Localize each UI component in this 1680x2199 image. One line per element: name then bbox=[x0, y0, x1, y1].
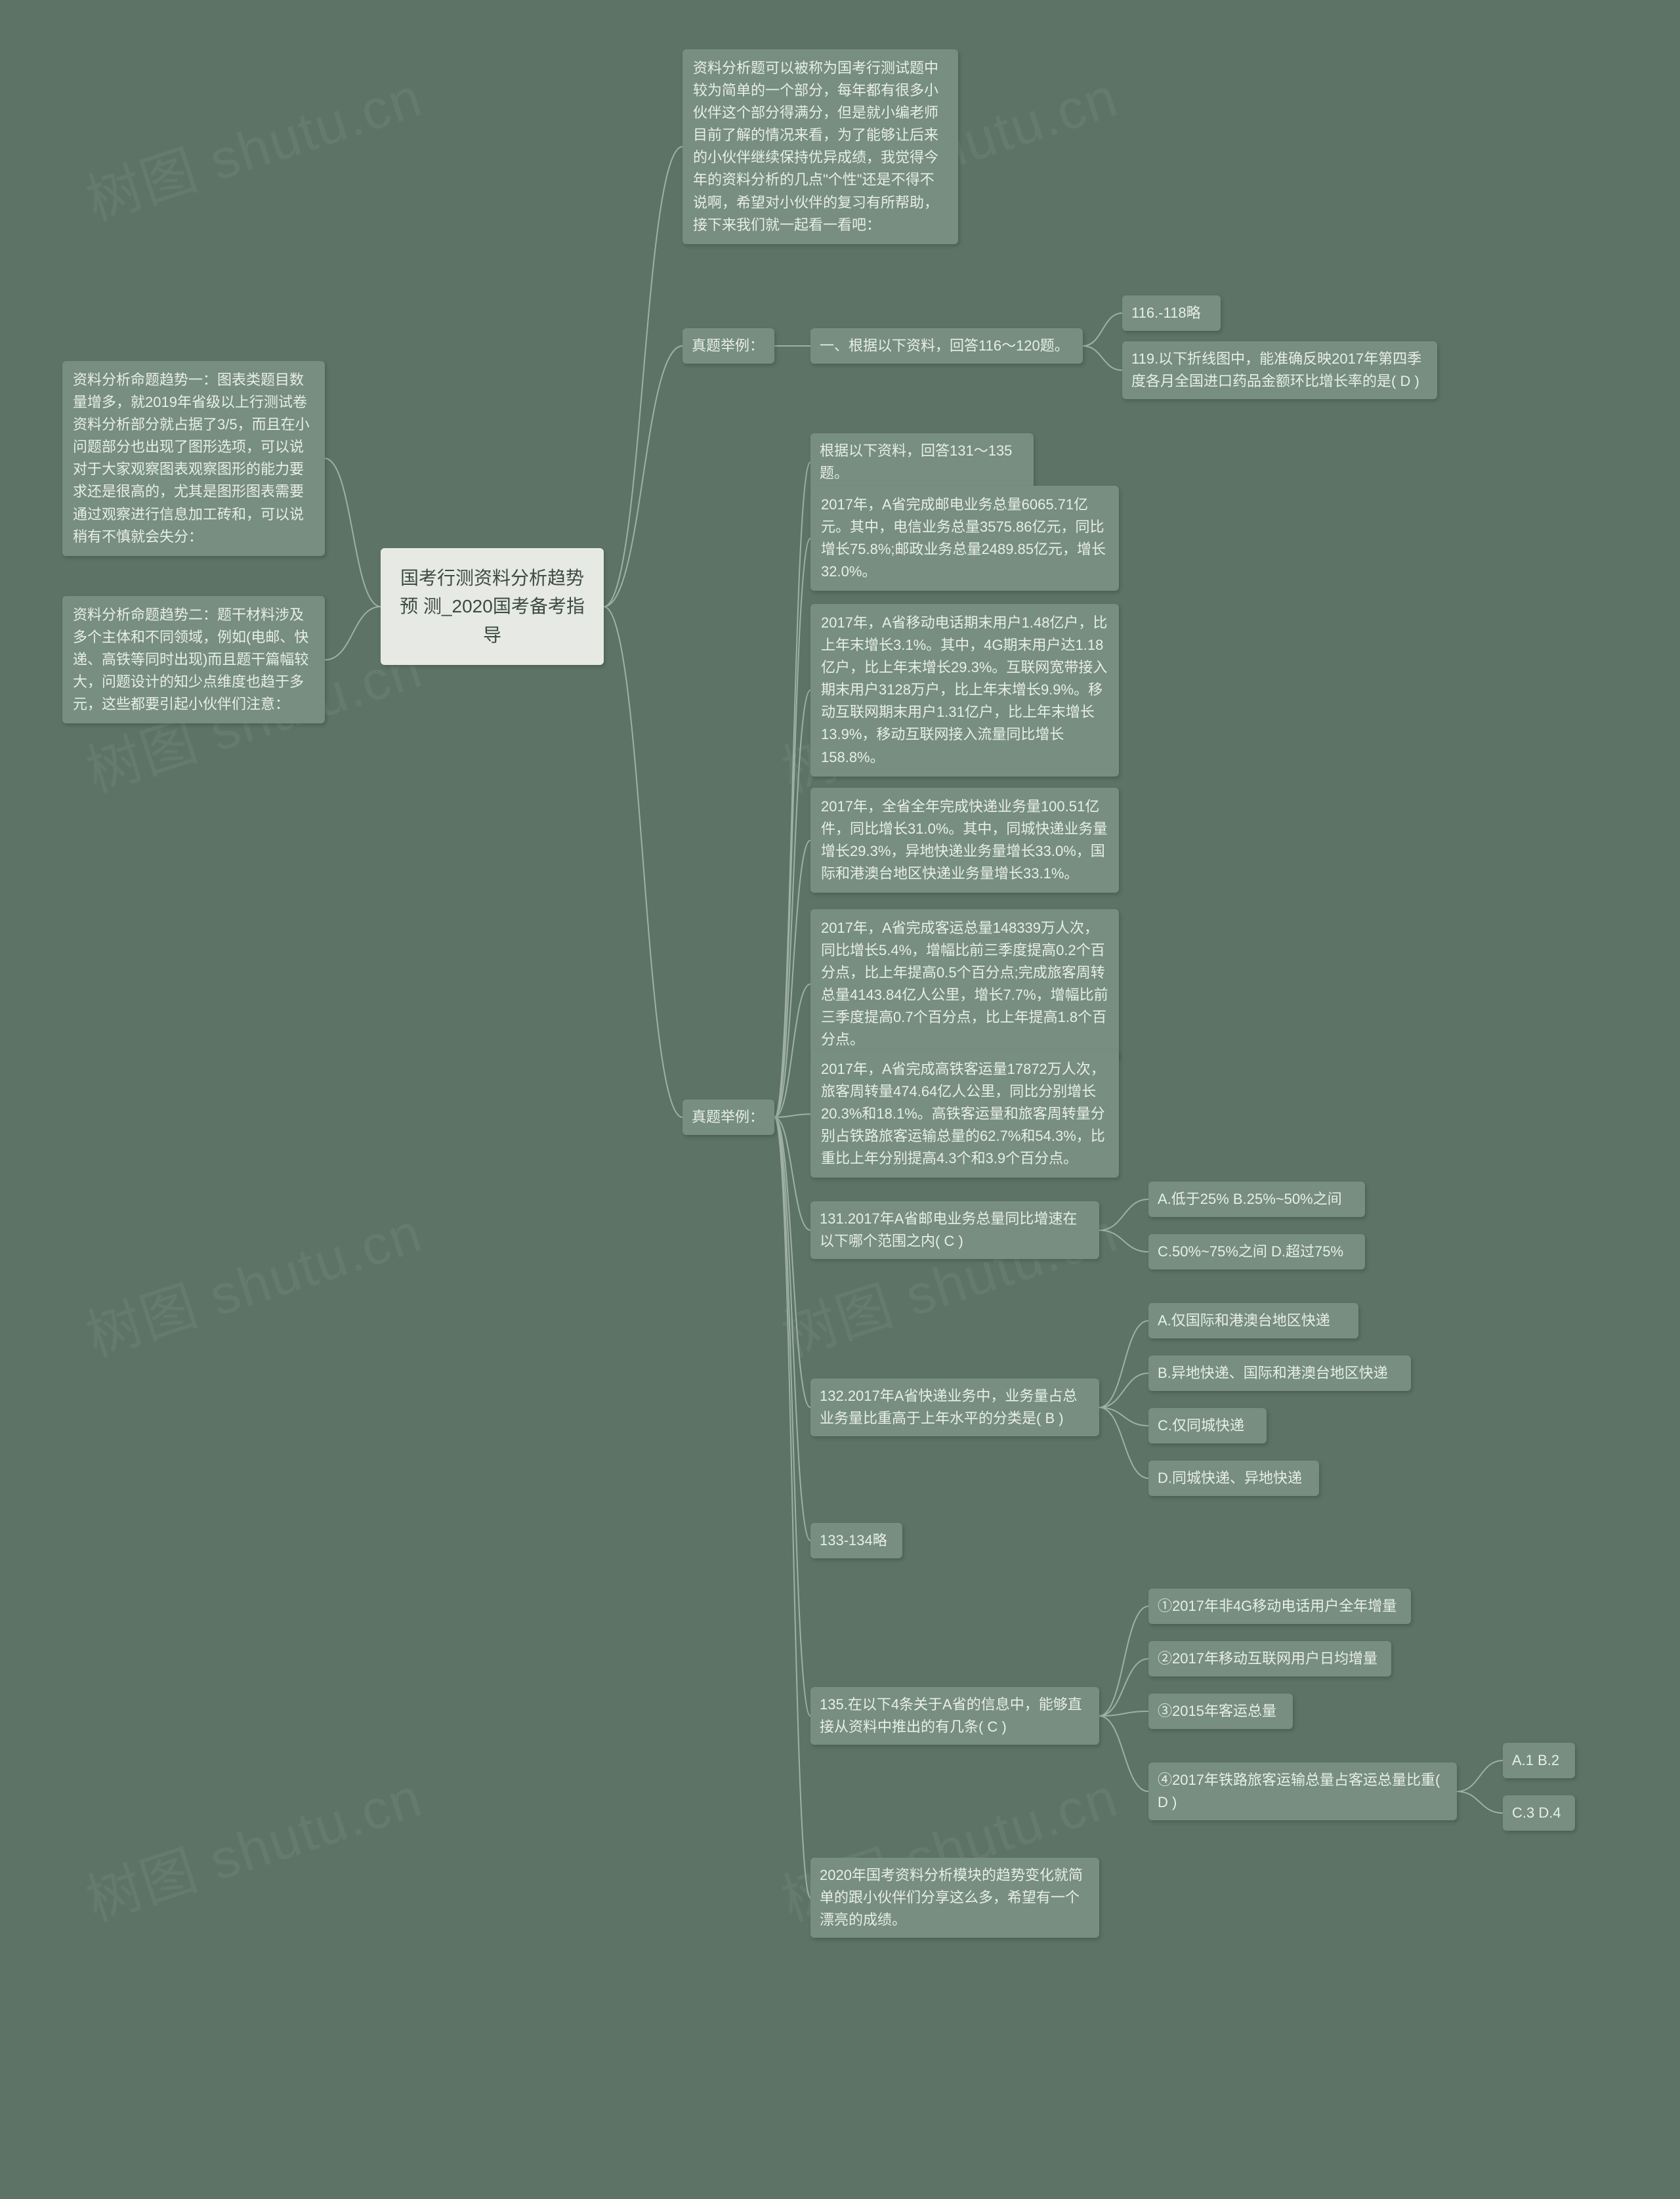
watermark: 树图 shutu.cn bbox=[75, 53, 430, 236]
example-1-opt-a: 116.-118略 bbox=[1122, 295, 1221, 331]
q135-opt-4: ④2017年铁路旅客运输总量占客运总量比重( D ) bbox=[1148, 1762, 1457, 1820]
closing-node: 2020年国考资料分析模块的趋势变化就简单的跟小伙伴们分享这么多，希望有一个漂亮… bbox=[810, 1858, 1099, 1938]
root-node: 国考行测资料分析趋势预 测_2020国考备考指导 bbox=[381, 548, 604, 665]
ex2-para-1: 根据以下资料，回答131～135题。 bbox=[810, 433, 1034, 491]
watermark: 树图 shutu.cn bbox=[75, 1753, 430, 1936]
q131-opt-a: A.低于25% B.25%~50%之间 bbox=[1148, 1182, 1365, 1217]
q135-node: 135.在以下4条关于A省的信息中，能够直接从资料中推出的有几条( C ) bbox=[810, 1687, 1099, 1745]
q133-node: 133-134略 bbox=[810, 1523, 902, 1558]
q132-opt-a: A.仅国际和港澳台地区快递 bbox=[1148, 1303, 1358, 1338]
q135-opt-1: ①2017年非4G移动电话用户全年增量 bbox=[1148, 1589, 1411, 1624]
intro-node: 资料分析题可以被称为国考行测试题中较为简单的一个部分，每年都有很多小伙伴这个部分… bbox=[682, 49, 958, 244]
trend-1-node: 资料分析命题趋势一：图表类题目数量增多，就2019年省级以上行测试卷资料分析部分… bbox=[62, 361, 325, 556]
q131-opt-b: C.50%~75%之间 D.超过75% bbox=[1148, 1234, 1365, 1270]
example-1-label: 真题举例： bbox=[682, 328, 774, 364]
ex2-para-5: 2017年，A省完成客运总量148339万人次，同比增长5.4%，增幅比前三季度… bbox=[810, 909, 1119, 1059]
example-1-question: 一、根据以下资料，回答116～120题。 bbox=[810, 328, 1083, 364]
example-2-label: 真题举例： bbox=[682, 1100, 774, 1135]
q135-opt-3: ③2015年客运总量 bbox=[1148, 1694, 1293, 1729]
q132-node: 132.2017年A省快递业务中，业务量占总业务量比重高于上年水平的分类是( B… bbox=[810, 1378, 1099, 1436]
example-1-opt-b: 119.以下折线图中，能准确反映2017年第四季度各月全国进口药品金额环比增长率… bbox=[1122, 341, 1437, 399]
ex2-para-2: 2017年，A省完成邮电业务总量6065.71亿元。其中，电信业务总量3575.… bbox=[810, 486, 1119, 591]
ex2-para-6: 2017年，A省完成高铁客运量17872万人次，旅客周转量474.64亿人公里，… bbox=[810, 1050, 1119, 1178]
q132-opt-c: C.仅同城快递 bbox=[1148, 1408, 1267, 1443]
trend-2-node: 资料分析命题趋势二：题干材料涉及多个主体和不同领域，例如(电邮、快递、高铁等同时… bbox=[62, 596, 325, 723]
q131-node: 131.2017年A省邮电业务总量同比增速在以下哪个范围之内( C ) bbox=[810, 1201, 1099, 1259]
q135-4-ans-a: A.1 B.2 bbox=[1503, 1743, 1575, 1778]
ex2-para-3: 2017年，A省移动电话期末用户1.48亿户，比上年末增长3.1%。其中，4G期… bbox=[810, 604, 1119, 777]
watermark: 树图 shutu.cn bbox=[75, 1189, 430, 1372]
q132-opt-d: D.同城快递、异地快递 bbox=[1148, 1461, 1319, 1496]
q135-4-ans-b: C.3 D.4 bbox=[1503, 1795, 1575, 1831]
q135-opt-2: ②2017年移动互联网用户日均增量 bbox=[1148, 1641, 1391, 1676]
ex2-para-4: 2017年，全省全年完成快递业务量100.51亿件，同比增长31.0%。其中，同… bbox=[810, 788, 1119, 893]
q132-opt-b: B.异地快递、国际和港澳台地区快递 bbox=[1148, 1356, 1411, 1391]
